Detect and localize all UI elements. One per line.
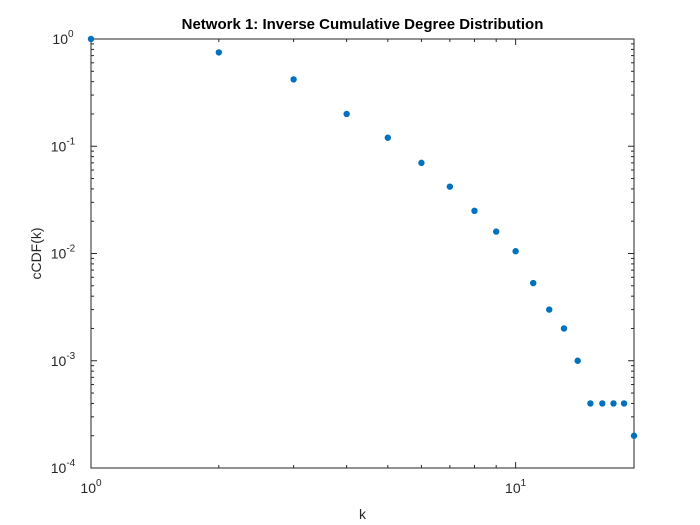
y-tick-label: 10-4 (51, 458, 76, 476)
data-point (546, 306, 553, 313)
data-point (493, 228, 500, 235)
data-point (574, 357, 581, 364)
data-point (630, 432, 638, 439)
y-tick-label: 100 (52, 29, 74, 47)
data-point (512, 248, 519, 255)
data-point (620, 400, 628, 407)
x-axis-label: k (359, 506, 367, 522)
data-point (599, 400, 606, 407)
data-point (560, 325, 568, 332)
y-tick-label: 10-1 (51, 136, 76, 154)
y-axis-label: cCDF(k) (28, 227, 44, 279)
chart-title: Network 1: Inverse Cumulative Degree Dis… (182, 16, 544, 33)
data-point (87, 35, 95, 43)
data-point (384, 134, 392, 141)
x-tick-label: 100 (80, 478, 102, 496)
data-point (446, 183, 454, 190)
plot-area (90, 38, 635, 469)
y-tick-label: 10-3 (51, 351, 76, 369)
data-points (87, 35, 638, 439)
data-point (418, 159, 425, 167)
data-point (530, 279, 537, 287)
data-point (215, 49, 223, 56)
y-tick-label: 10-2 (51, 244, 76, 262)
data-point (610, 400, 617, 407)
data-point (290, 76, 297, 83)
data-point (587, 400, 594, 407)
x-tick-label: 101 (505, 478, 527, 496)
data-point (343, 110, 350, 118)
data-point (471, 207, 478, 215)
